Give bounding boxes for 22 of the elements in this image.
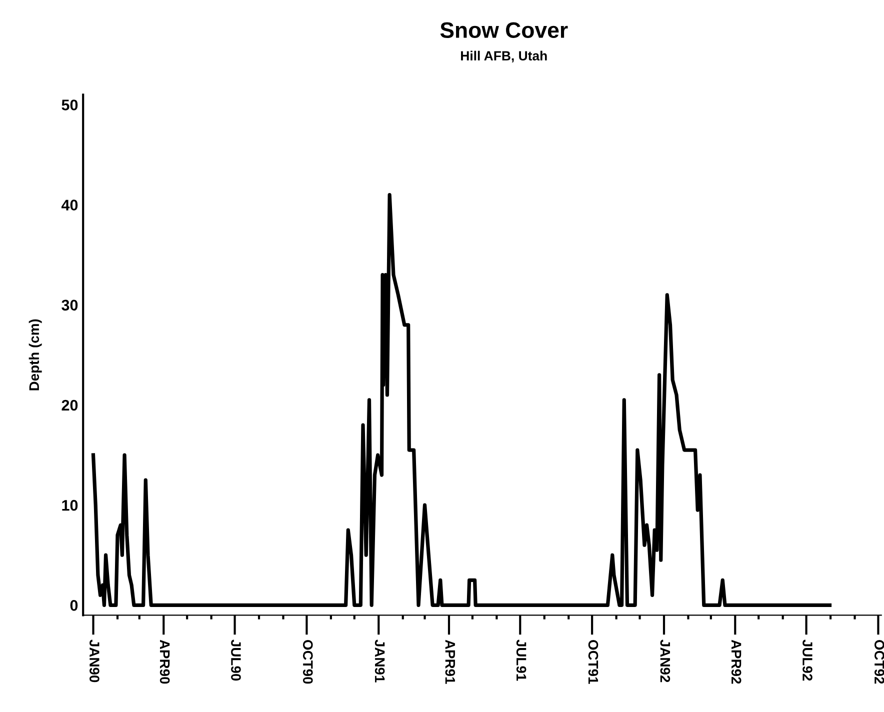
- x-tick-label: OCT91: [588, 640, 598, 684]
- x-tick-label: JUL90: [231, 640, 241, 681]
- x-tick-label: JUL91: [516, 640, 526, 681]
- chart-subtitle: Hill AFB, Utah: [461, 50, 547, 62]
- x-tick-label: APR91: [445, 640, 456, 684]
- y-tick-label: 10: [62, 500, 78, 511]
- x-tick-label: JAN91: [374, 640, 385, 682]
- x-tick-label: OCT90: [302, 640, 313, 684]
- y-axis-title: Depth (cm): [28, 319, 42, 390]
- y-tick-label: 0: [70, 600, 78, 611]
- y-tick-label: 50: [62, 100, 78, 110]
- x-tick-label: JAN92: [660, 640, 670, 682]
- chart-title: Snow Cover: [440, 22, 568, 38]
- y-tick-label: 40: [61, 200, 78, 210]
- x-tick-label: APR92: [731, 640, 742, 684]
- line-series: [91, 192, 832, 607]
- x-tick-label: OCT92: [874, 640, 884, 684]
- y-tick-label: 30: [62, 300, 78, 311]
- x-tick-label: JAN90: [90, 640, 100, 682]
- x-tick-label: JUL92: [802, 640, 812, 681]
- y-tick-label: 20: [62, 400, 78, 411]
- x-tick-label: APR90: [160, 640, 170, 684]
